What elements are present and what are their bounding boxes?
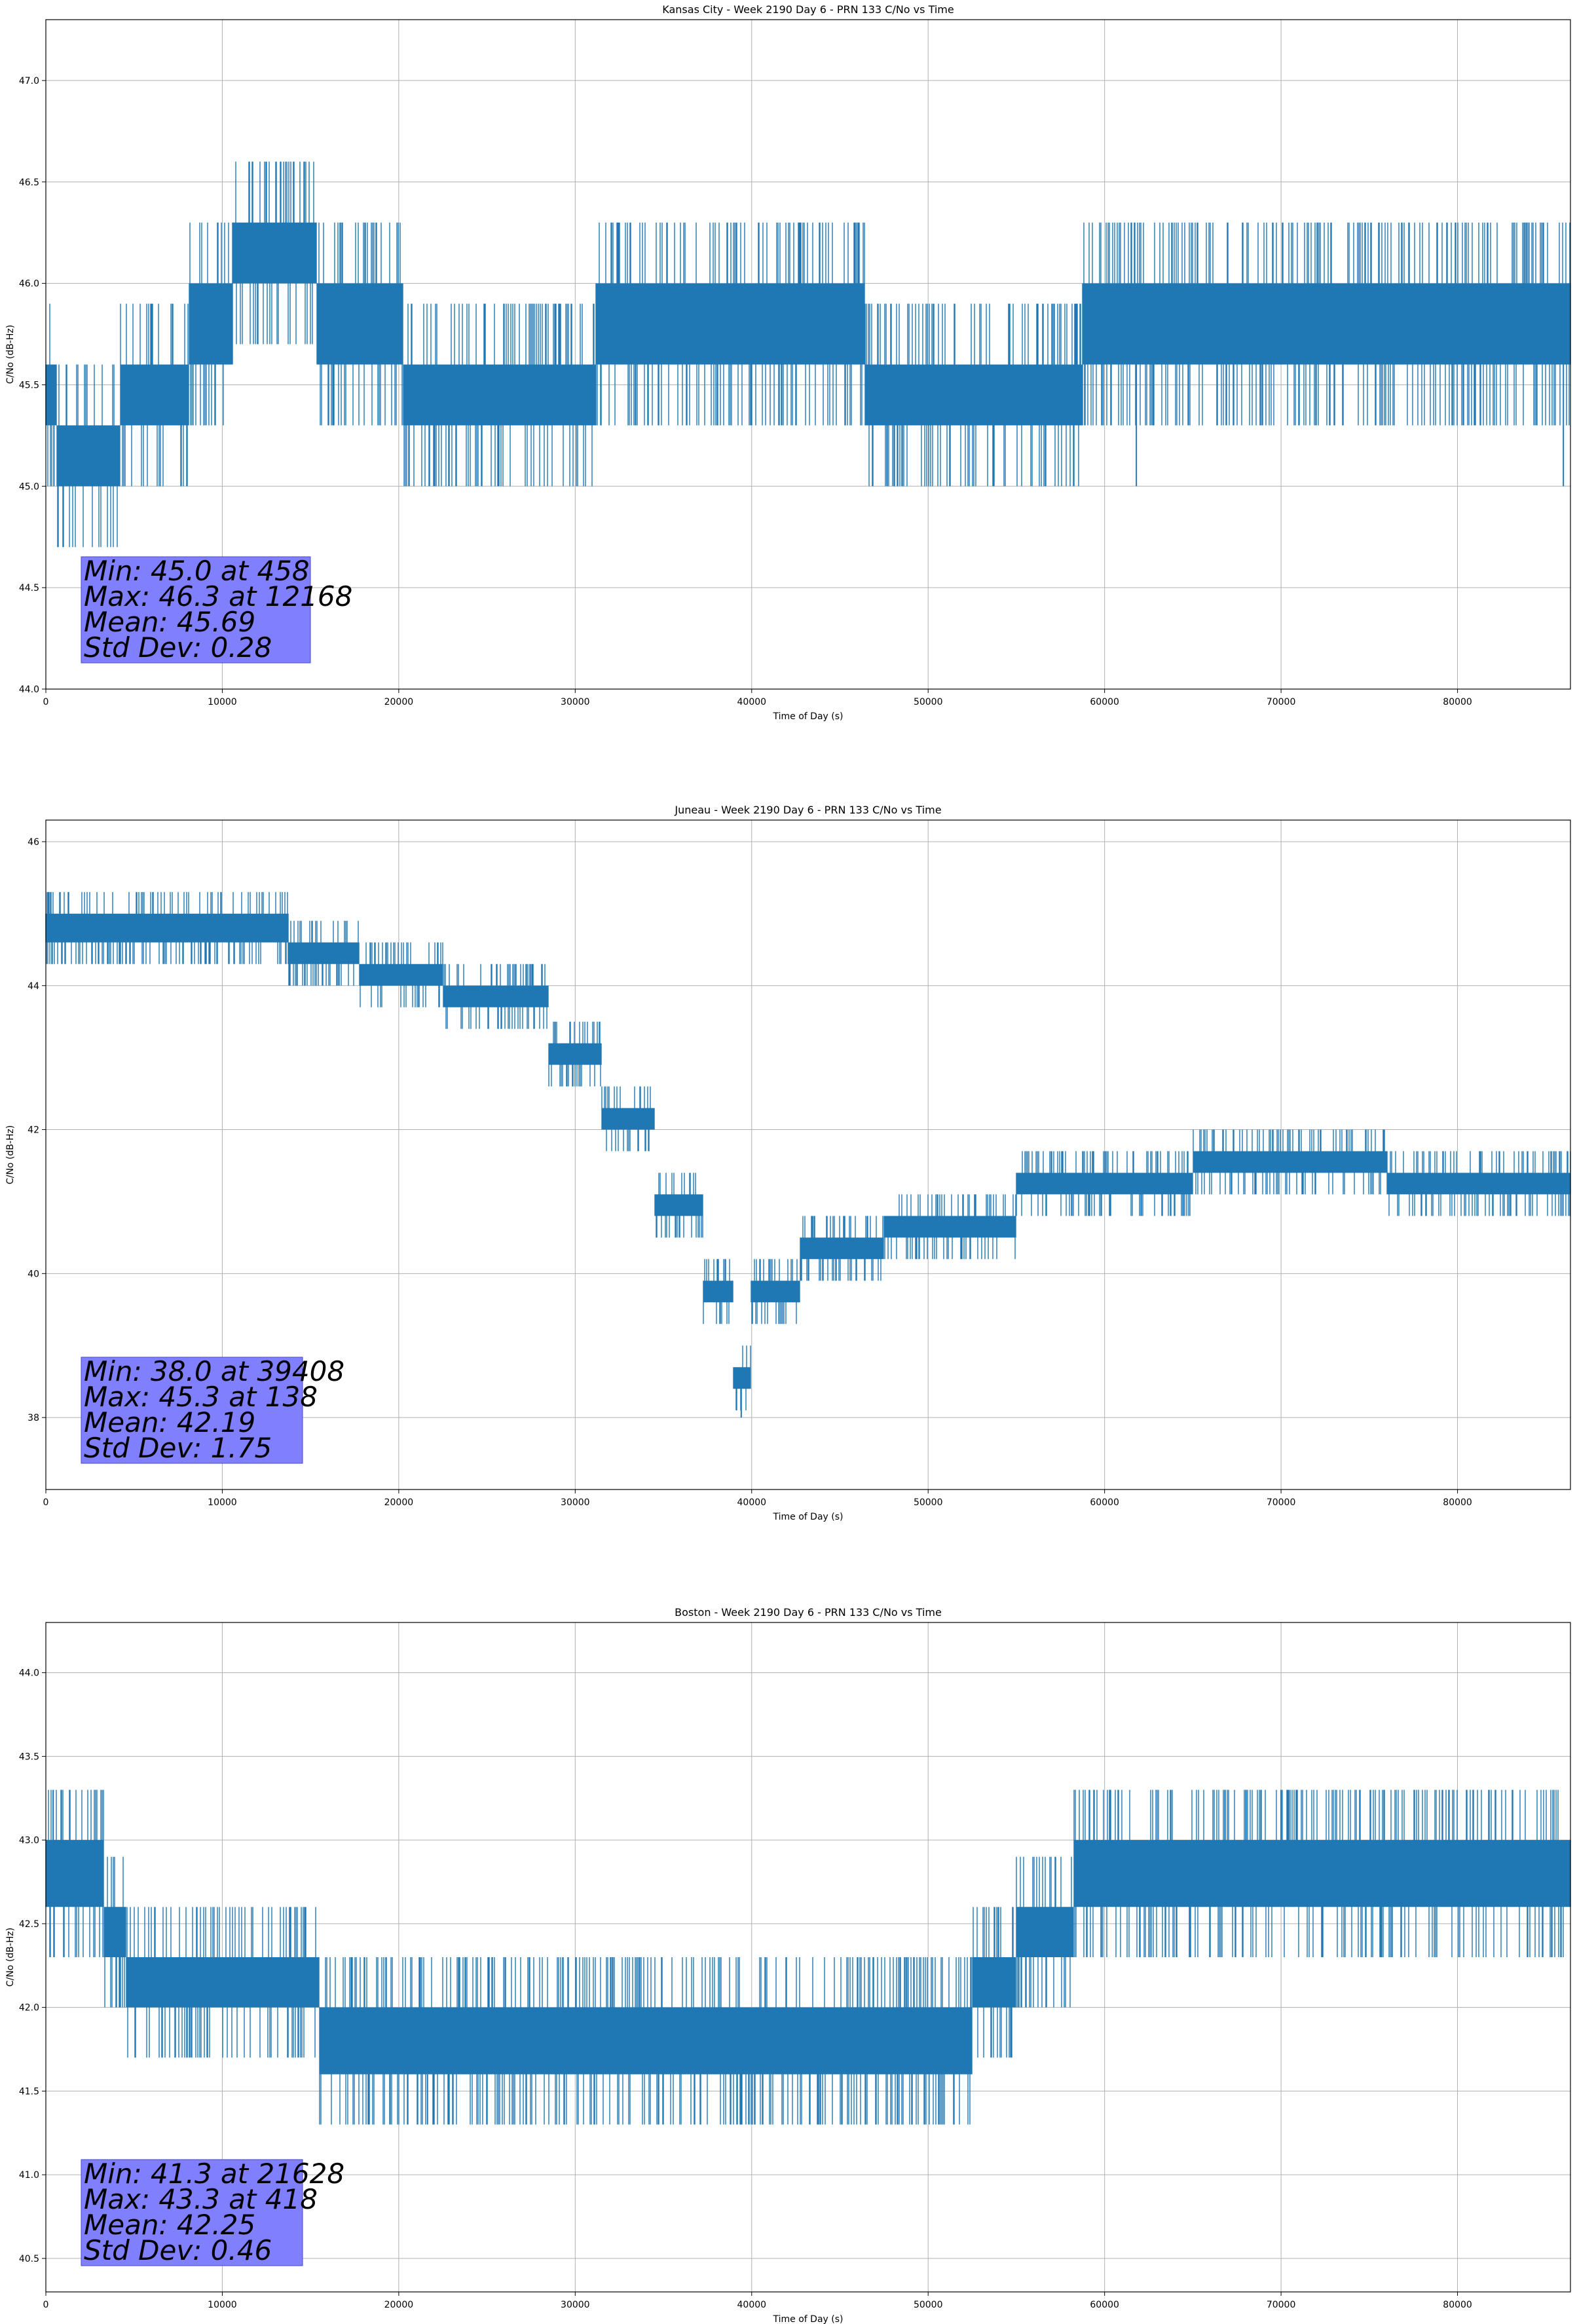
stats-box-background <box>81 2159 303 2266</box>
x-axis-label: Time of Day (s) <box>773 1512 844 1522</box>
stats-box-background <box>81 556 311 664</box>
axes-frame <box>45 1622 1571 2293</box>
x-tick-label: 60000 <box>1090 697 1119 707</box>
chart-panel-2: 0 10000 20000 30000 40000 50000 60000 70000 8000… <box>5 804 1571 1522</box>
y-axis-label: C/No (dB-Hz) <box>5 1125 16 1184</box>
stats-line: Mean: 45.69 <box>84 606 255 638</box>
x-tick-label: 60000 <box>1090 2300 1119 2310</box>
stats-line: Min: 41.3 at 21628 <box>84 2158 344 2190</box>
x-tick-label: 0 <box>43 1497 49 1508</box>
x-tick-label: 70000 <box>1267 697 1296 707</box>
y-tick-label: 41.0 <box>19 2170 39 2181</box>
grid <box>45 1622 1570 2292</box>
y-tick-label: 38 <box>28 1413 39 1423</box>
stats-line: Min: 38.0 at 39408 <box>84 1355 344 1387</box>
stats-line: Std Dev: 0.28 <box>84 631 272 664</box>
y-tick-label: 42 <box>28 1125 39 1136</box>
y-tick-label: 43.0 <box>19 1835 39 1846</box>
x-tick-label: 0 <box>43 697 49 707</box>
x-axis-label: Time of Day (s) <box>773 711 844 722</box>
x-tick-label: 50000 <box>914 2300 943 2310</box>
x-tick-label: 70000 <box>1267 2300 1296 2310</box>
y-tick-label: 44.5 <box>19 583 39 593</box>
x-tick-label: 40000 <box>737 2300 767 2310</box>
stats-line: Mean: 42.25 <box>84 2209 255 2241</box>
y-tick-label: 46.0 <box>19 279 39 290</box>
x-tick-label: 30000 <box>561 697 590 707</box>
x-tick-label: 70000 <box>1267 1497 1296 1508</box>
x-tick-label: 80000 <box>1443 1497 1472 1508</box>
x-axis-label: Time of Day (s) <box>773 2314 844 2324</box>
stats-line: Max: 43.3 at 418 <box>84 2183 318 2215</box>
y-tick-label: 42.0 <box>19 2003 39 2014</box>
stats-line: Min: 45.0 at 458 <box>84 555 310 587</box>
x-tick-label: 20000 <box>384 2300 414 2310</box>
x-tick-label: 10000 <box>208 1497 237 1508</box>
x-tick-label: 40000 <box>737 1497 767 1508</box>
stats-line: Std Dev: 0.46 <box>84 2234 272 2266</box>
stats-line: Mean: 42.19 <box>84 1406 255 1438</box>
chart-panel-3: 0 10000 20000 30000 40000 50000 60000 70000 8000… <box>5 1606 1571 2324</box>
y-tick-label: 45.0 <box>19 481 39 492</box>
y-tick-label: 40 <box>28 1269 39 1279</box>
y-tick-label: 44.0 <box>19 684 39 695</box>
chart-title: Juneau - Week 2190 Day 6 - PRN 133 C/No … <box>674 804 941 816</box>
x-tick-label: 30000 <box>561 1497 590 1508</box>
y-tick-label: 46 <box>28 837 39 848</box>
x-tick-label: 10000 <box>208 2300 237 2310</box>
y-tick-label: 41.5 <box>19 2086 39 2097</box>
y-tick-label: 44.0 <box>19 1668 39 1679</box>
y-tick-label: 46.5 <box>19 178 39 188</box>
stats-box-background <box>81 1357 303 1464</box>
x-tick-label: 80000 <box>1443 2300 1472 2310</box>
x-tick-label: 50000 <box>914 697 943 707</box>
x-tick-label: 20000 <box>384 1497 414 1508</box>
chart-title: Boston - Week 2190 Day 6 - PRN 133 C/No … <box>675 1606 942 1619</box>
axes-frame <box>45 19 1571 690</box>
x-tick-label: 0 <box>43 2300 49 2310</box>
x-tick-label: 80000 <box>1443 697 1472 707</box>
x-tick-label: 10000 <box>208 697 237 707</box>
chart-panel-1: 0 10000 20000 30000 40000 50000 60000 70000 8000… <box>5 3 1571 722</box>
x-tick-label: 50000 <box>914 1497 943 1508</box>
y-tick-label: 42.5 <box>19 1919 39 1930</box>
chart-title: Kansas City - Week 2190 Day 6 - PRN 133 … <box>662 3 954 16</box>
x-tick-label: 30000 <box>561 2300 590 2310</box>
x-tick-label: 60000 <box>1090 1497 1119 1508</box>
series-line <box>45 161 1571 548</box>
x-tick-label: 20000 <box>384 697 414 707</box>
y-axis-label: C/No (dB-Hz) <box>5 325 16 384</box>
y-axis-label: C/No (dB-Hz) <box>5 1928 16 1987</box>
y-tick-label: 40.5 <box>19 2254 39 2264</box>
axes-frame <box>45 819 1571 1490</box>
stats-line: Max: 45.3 at 138 <box>84 1381 318 1413</box>
y-tick-label: 47.0 <box>19 76 39 86</box>
stats-line: Std Dev: 1.75 <box>84 1432 272 1464</box>
y-tick-label: 43.5 <box>19 1752 39 1762</box>
x-tick-label: 40000 <box>737 697 767 707</box>
y-tick-label: 45.5 <box>19 380 39 390</box>
y-tick-label: 44 <box>28 981 39 992</box>
stats-line: Max: 46.3 at 12168 <box>84 580 352 612</box>
